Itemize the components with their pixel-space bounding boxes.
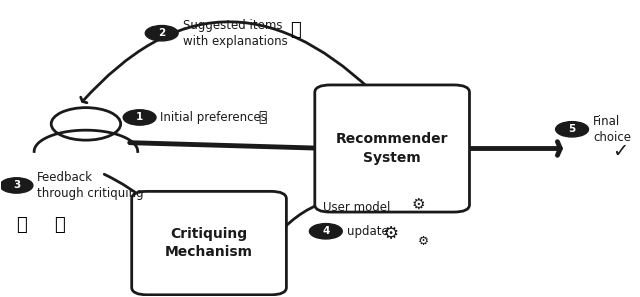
Circle shape	[123, 110, 156, 125]
Text: update: update	[347, 225, 388, 238]
Text: 👍: 👍	[17, 216, 28, 234]
Text: 3: 3	[13, 181, 20, 190]
Circle shape	[309, 224, 342, 239]
Text: User model: User model	[323, 201, 390, 214]
Text: Critiquing
Mechanism: Critiquing Mechanism	[165, 227, 253, 259]
Text: 5: 5	[568, 124, 576, 134]
Text: Recommender
System: Recommender System	[336, 132, 449, 165]
Text: 2: 2	[158, 28, 165, 38]
Text: 📄: 📄	[259, 110, 267, 124]
FancyArrowPatch shape	[272, 198, 388, 241]
Text: Feedback
through critiquing: Feedback through critiquing	[37, 171, 144, 200]
Circle shape	[556, 121, 589, 137]
Text: Final
choice: Final choice	[593, 115, 631, 144]
Text: 4: 4	[322, 226, 330, 236]
Text: ✓: ✓	[612, 142, 628, 161]
Text: 1: 1	[136, 113, 143, 122]
Text: ⚙: ⚙	[417, 235, 429, 248]
FancyBboxPatch shape	[132, 191, 286, 295]
Circle shape	[145, 26, 178, 41]
Text: 👎: 👎	[54, 216, 65, 234]
Text: ⚙: ⚙	[411, 197, 425, 212]
FancyArrowPatch shape	[81, 22, 371, 103]
Text: Initial preferences: Initial preferences	[161, 111, 268, 124]
FancyArrowPatch shape	[104, 174, 152, 206]
Text: 📋: 📋	[290, 21, 301, 39]
Circle shape	[0, 178, 33, 193]
Text: Suggested items
with explanations: Suggested items with explanations	[182, 19, 287, 48]
FancyBboxPatch shape	[315, 85, 470, 212]
Text: ⚙: ⚙	[383, 225, 399, 243]
